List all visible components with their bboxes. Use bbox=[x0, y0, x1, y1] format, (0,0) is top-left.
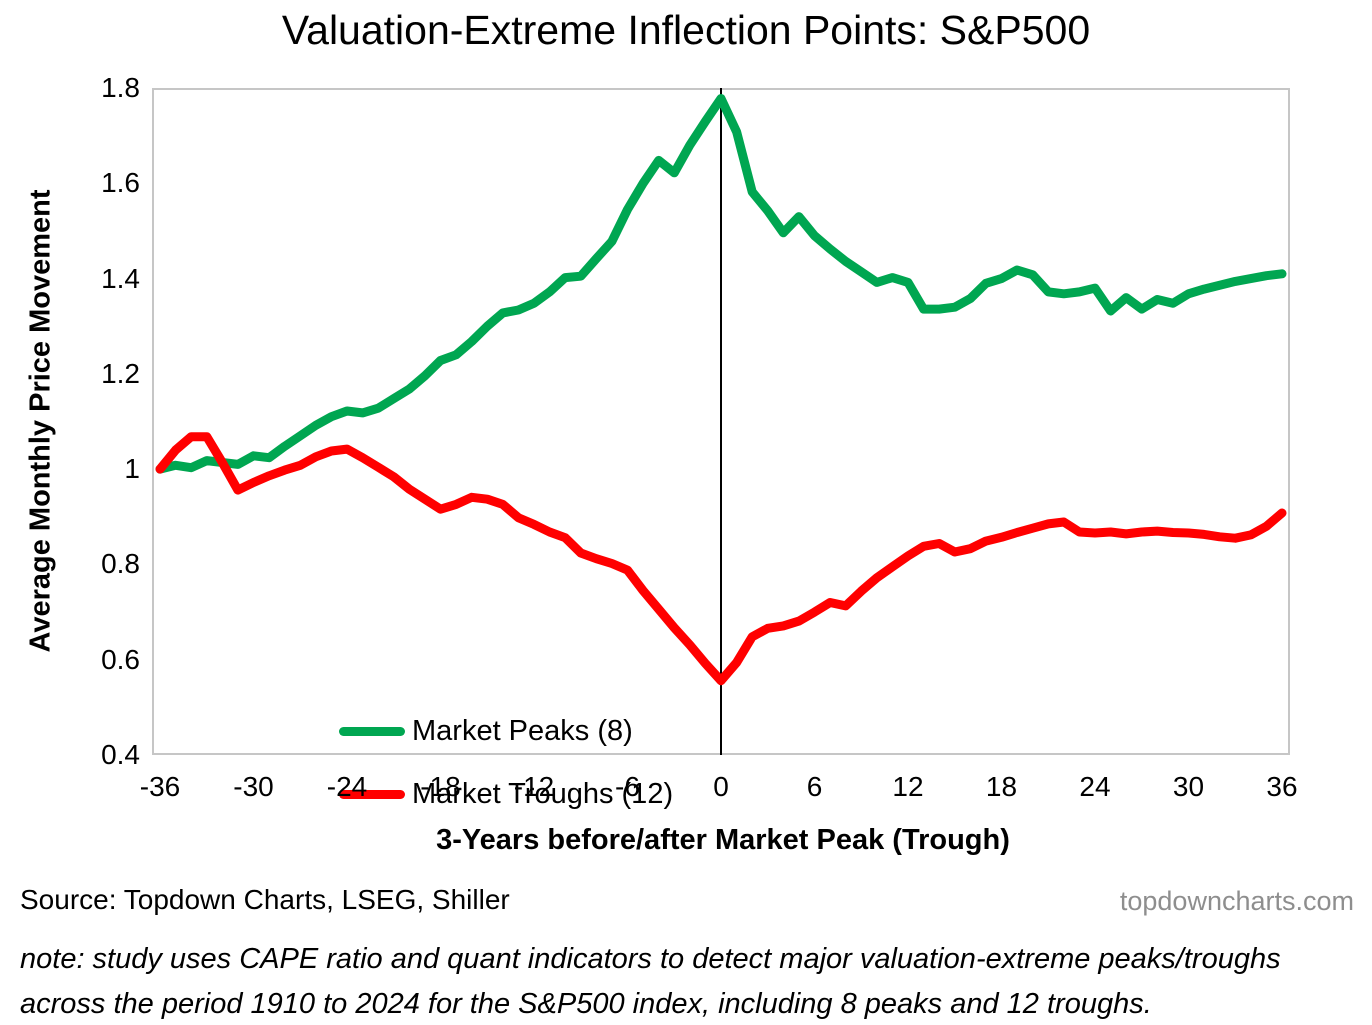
watermark-text: topdowncharts.com bbox=[1119, 886, 1354, 916]
y-tick-label-1.6: 1.6 bbox=[101, 167, 140, 199]
legend-item-market-troughs: Market Troughs (12) bbox=[339, 777, 673, 811]
legend-item-market-peaks: Market Peaks (8) bbox=[339, 714, 673, 748]
x-tick-label--6: -6 bbox=[615, 771, 640, 802]
x-tick-label--24: -24 bbox=[326, 771, 368, 802]
x-axis-title: 3-Years before/after Market Peak (Trough… bbox=[436, 824, 1010, 856]
chart-title: Valuation-Extreme Inflection Points: S&P… bbox=[281, 7, 1091, 53]
y-tick-label-1.4: 1.4 bbox=[101, 262, 140, 294]
y-tick-label-1.8: 1.8 bbox=[101, 72, 140, 103]
x-tick-label-12: 12 bbox=[892, 771, 924, 802]
x-tick-label-18: 18 bbox=[985, 771, 1018, 802]
y-tick-label-0.4: 0.4 bbox=[101, 739, 140, 770]
x-tick-label--18: -18 bbox=[420, 771, 461, 802]
line-chart-canvas bbox=[155, 88, 1287, 755]
y-tick-label-0.8: 0.8 bbox=[101, 548, 140, 580]
x-tick-label-6: 6 bbox=[806, 771, 823, 802]
x-tick-label--30: -30 bbox=[233, 771, 274, 802]
x-tick-label--36: -36 bbox=[139, 771, 181, 802]
x-tick-label-24: 24 bbox=[1079, 771, 1111, 802]
chart-legend: Market Peaks (8) Market Troughs (12) bbox=[339, 714, 673, 840]
footnote-line-1: note: study uses CAPE ratio and quant in… bbox=[20, 943, 1281, 975]
market-peaks-line bbox=[155, 94, 1287, 474]
legend-label-market-troughs: Market Troughs (12) bbox=[412, 777, 674, 810]
x-tick-label-0: 0 bbox=[713, 771, 729, 802]
plot-area: Market Peaks (8) Market Troughs (12) bbox=[152, 88, 1290, 810]
legend-label-market-peaks: Market Peaks (8) bbox=[412, 714, 633, 747]
y-tick-label-0.6: 0.6 bbox=[101, 643, 140, 675]
y-tick-label-1.2: 1.2 bbox=[101, 357, 140, 389]
x-tick-label-30: 30 bbox=[1172, 771, 1205, 802]
footnote-line-2: across the period 1910 to 2024 for the S… bbox=[20, 988, 1152, 1020]
source-attribution: Source: Topdown Charts, LSEG, Shiller bbox=[20, 884, 510, 915]
market-troughs-line bbox=[155, 432, 1287, 686]
market-troughs-line-swatch bbox=[339, 789, 405, 799]
y-tick-label-1: 1 bbox=[124, 453, 140, 485]
x-tick-label--12: -12 bbox=[513, 771, 555, 802]
x-tick-label-36: 36 bbox=[1266, 771, 1298, 802]
market-peaks-line-swatch bbox=[339, 726, 405, 736]
